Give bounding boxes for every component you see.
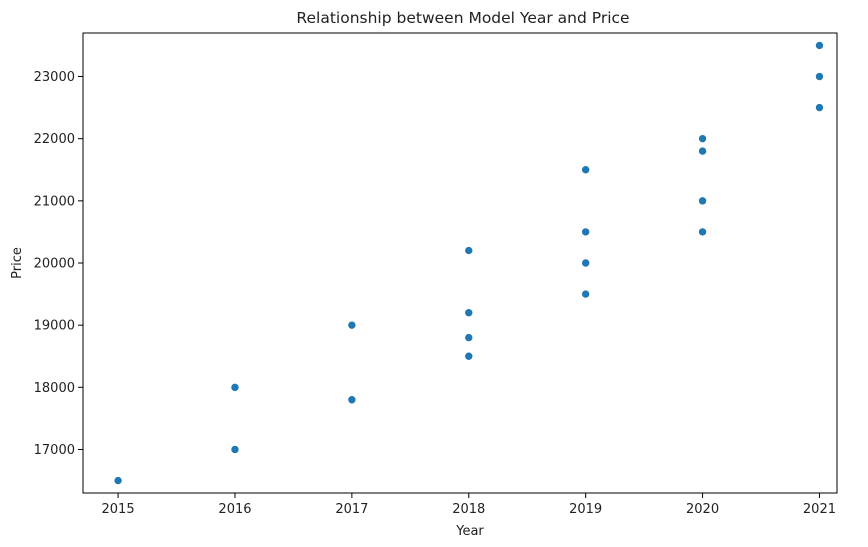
plot-frame — [82, 32, 838, 494]
y-tick-label: 21000 — [34, 194, 75, 209]
y-tick-label: 18000 — [34, 381, 75, 396]
scatter-point — [815, 103, 824, 112]
scatter-point — [464, 246, 474, 255]
x-tick-label: 2017 — [335, 502, 368, 517]
points-layer — [113, 41, 824, 485]
scatter-point — [347, 320, 357, 330]
x-axis-label: Year — [455, 524, 484, 539]
y-tick-label: 17000 — [34, 443, 75, 458]
x-tick-label: 2020 — [686, 502, 719, 517]
x-tick-label: 2021 — [803, 502, 836, 517]
y-tick-label: 22000 — [34, 132, 75, 147]
scatter-point — [581, 289, 590, 299]
scatter-point — [815, 41, 824, 50]
scatter-point — [464, 351, 474, 361]
y-axis-label: Price — [10, 247, 25, 279]
y-tick-label: 23000 — [34, 70, 75, 85]
chart-title: Relationship between Model Year and Pric… — [296, 9, 629, 27]
x-tick-label: 2016 — [218, 502, 251, 517]
scatter-point — [698, 146, 707, 156]
scatter-point — [698, 134, 707, 143]
scatter-point — [815, 72, 824, 81]
x-tick-label: 2018 — [452, 502, 485, 517]
x-tick-label: 2015 — [102, 502, 135, 517]
scatter-point — [347, 395, 357, 405]
scatter-point — [230, 383, 240, 392]
y-tick-label: 19000 — [34, 319, 75, 334]
scatter-point — [464, 333, 474, 342]
scatter-point — [698, 227, 707, 237]
x-tick-label: 2019 — [569, 502, 602, 517]
scatter-point — [581, 165, 590, 175]
scatter-point — [698, 196, 707, 206]
y-tick-label: 20000 — [34, 257, 75, 272]
scatter-point — [464, 308, 474, 318]
scatter-point — [113, 476, 123, 485]
scatter-point — [230, 445, 240, 454]
scatter-point — [581, 227, 590, 237]
ticks-layer: 2015 2016 2017 2018 2019 2020 2021 17000 18000 19… — [34, 70, 836, 517]
scatter-point — [581, 258, 590, 268]
